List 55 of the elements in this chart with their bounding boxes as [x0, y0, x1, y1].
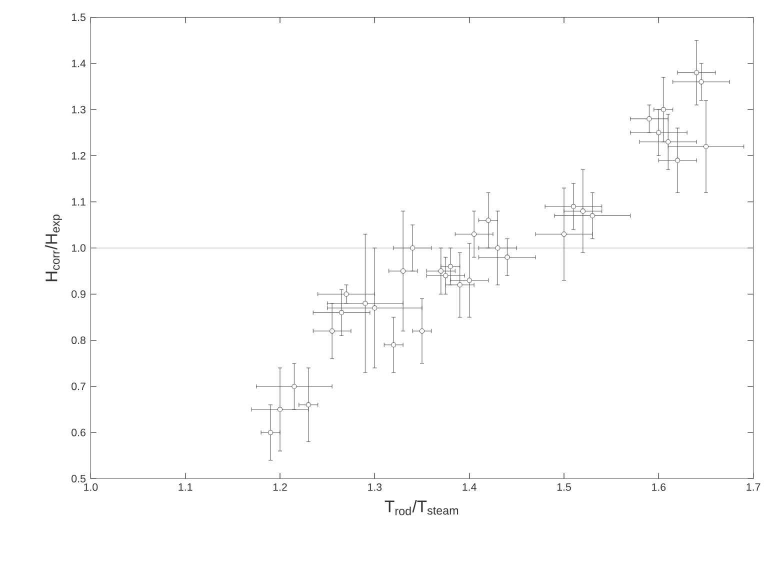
- point: [570, 204, 576, 210]
- point: [590, 213, 595, 218]
- point: [277, 406, 283, 412]
- point: [666, 139, 671, 144]
- point: [344, 292, 349, 297]
- point: [466, 278, 472, 283]
- point: [561, 232, 567, 237]
- y-tick-label: 1.1: [72, 198, 86, 206]
- point: [457, 282, 462, 288]
- point: [660, 107, 666, 112]
- y-tick-label: 1.0: [72, 244, 86, 252]
- y-tick-label: 1.4: [72, 60, 86, 68]
- y-tick-label: 0.6: [72, 428, 86, 436]
- y-tick-label: 0.5: [72, 474, 86, 482]
- x-tick-label: 1.6: [652, 483, 666, 491]
- x-tick-label: 1.3: [368, 483, 382, 491]
- point: [656, 130, 662, 136]
- point: [268, 430, 274, 436]
- point: [486, 218, 491, 223]
- point: [698, 79, 704, 84]
- point: [675, 158, 680, 163]
- point: [580, 208, 586, 214]
- x-tick-label: 1.1: [178, 483, 192, 491]
- x-tick-label: 1.7: [746, 483, 760, 491]
- point: [438, 268, 444, 274]
- point: [703, 144, 709, 150]
- point: [448, 264, 453, 269]
- x-tick-label: 1.0: [84, 483, 98, 491]
- point: [339, 310, 344, 316]
- point: [495, 245, 500, 251]
- point: [472, 232, 477, 237]
- point: [391, 342, 396, 348]
- x-axis-title: T$_{rod}$/T$_{steam}$: [384, 500, 458, 516]
- y-tick-label: 0.9: [72, 290, 86, 298]
- y-tick-label: 0.7: [72, 382, 86, 390]
- point: [694, 70, 700, 76]
- point: [330, 328, 335, 334]
- point: [292, 384, 297, 389]
- point: [410, 245, 416, 251]
- point: [306, 402, 311, 408]
- y-axis-title: H$_{corr}$/H$_{exp}$: [45, 214, 62, 282]
- x-tick-label: 1.4: [462, 483, 476, 491]
- x-tick-label: 1.5: [557, 483, 571, 491]
- point: [646, 116, 652, 122]
- y-tick-label: 1.2: [72, 152, 86, 160]
- point: [362, 300, 368, 306]
- y-tick-label: 1.5: [72, 14, 86, 22]
- y-tick-label: 1.3: [72, 106, 86, 114]
- x-tick-label: 1.2: [273, 483, 287, 491]
- point: [419, 328, 425, 334]
- y-tick-label: 0.8: [72, 336, 86, 344]
- point: [400, 268, 406, 274]
- point: [443, 273, 448, 278]
- point: [504, 254, 510, 260]
- point: [372, 305, 378, 310]
